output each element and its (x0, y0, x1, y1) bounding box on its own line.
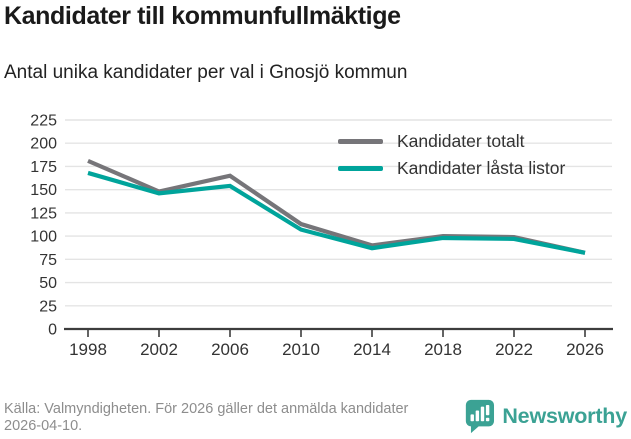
y-axis-tick-label: 150 (30, 182, 57, 199)
y-axis-tick-label: 25 (39, 298, 57, 315)
y-axis-tick-label: 125 (30, 205, 57, 222)
legend-item-total: Kandidater totalt (338, 130, 565, 151)
newsworthy-logo-text: Newsworthy (502, 404, 627, 428)
y-axis-tick-label: 175 (30, 159, 57, 176)
y-axis-tick-label: 75 (39, 252, 57, 269)
x-axis-tick-label: 2018 (424, 340, 462, 359)
page-title: Kandidater till kommunfullmäktige (4, 2, 401, 30)
x-axis-tick-label: 2002 (140, 340, 178, 359)
x-axis-tick-label: 2006 (211, 340, 249, 359)
y-axis-tick-label: 0 (48, 322, 57, 339)
x-axis-tick-label: 2014 (353, 340, 391, 359)
y-axis-tick-label: 100 (30, 229, 57, 246)
legend-item-locked-lists: Kandidater låsta listor (338, 157, 566, 178)
legend-label-total: Kandidater totalt (397, 130, 525, 151)
y-axis-tick-label: 225 (30, 113, 57, 130)
legend-swatch-total (338, 138, 383, 144)
series-line (87, 170, 586, 255)
chart-subtitle: Antal unika kandidater per val i Gnosjö … (4, 62, 408, 83)
legend-label-locked-lists: Kandidater låsta listor (397, 157, 566, 178)
newsworthy-logo-icon (466, 399, 495, 434)
x-axis-tick-label: 1998 (69, 340, 107, 359)
legend-swatch-locked-lists (338, 165, 383, 171)
source-note: Källa: Valmyndigheten. För 2026 gäller d… (4, 400, 409, 435)
chart-legend: Kandidater totalt Kandidater låsta listo… (338, 130, 566, 178)
newsworthy-logo: Newsworthy (464, 399, 627, 434)
y-axis-tick-label: 50 (39, 275, 57, 292)
x-axis-tick-label: 2026 (566, 340, 604, 359)
x-axis-tick-label: 2010 (282, 340, 320, 359)
x-axis-tick-label: 2022 (495, 340, 533, 359)
y-axis-tick-label: 200 (30, 136, 57, 153)
line-chart: 0 25 50 75 100 125 150 175 200 225 1998 2002 2006 201… (30, 113, 613, 359)
